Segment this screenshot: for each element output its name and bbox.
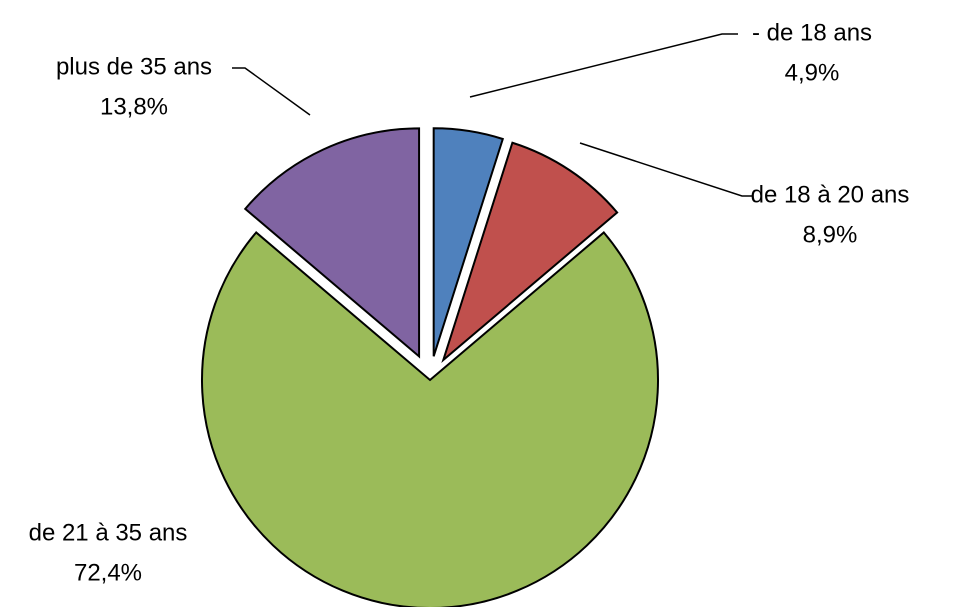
- slice-value-label: 4,9%: [785, 59, 840, 86]
- slice-value-label: 8,9%: [803, 221, 858, 248]
- leader-line-2: [579, 142, 752, 197]
- slice-value-label: 72,4%: [74, 559, 142, 586]
- slice-category-label: plus de 35 ans: [56, 53, 212, 80]
- pie-slice-1: [432, 127, 505, 357]
- pie-slice-2: [441, 141, 619, 364]
- pie-slice-4: [243, 127, 421, 359]
- leader-line-1: [469, 33, 738, 98]
- leader-line-4: [232, 67, 311, 116]
- slice-category-label: de 21 à 35 ans: [29, 519, 188, 546]
- slice-category-label: de 18 à 20 ans: [751, 181, 910, 208]
- slice-category-label: - de 18 ans: [752, 19, 872, 46]
- slice-value-label: 13,8%: [100, 93, 168, 120]
- pie-slice-3: [201, 231, 659, 607]
